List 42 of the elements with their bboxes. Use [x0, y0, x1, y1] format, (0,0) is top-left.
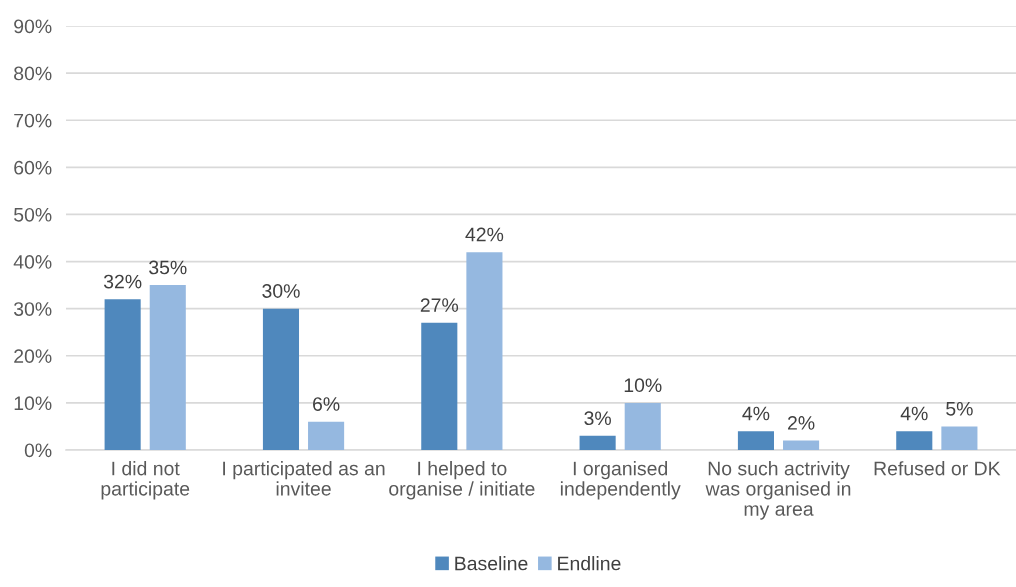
data-label: 30% — [262, 284, 300, 298]
data-label: 32% — [103, 274, 142, 289]
x-tick-label: Refused or DK — [874, 461, 1001, 476]
bar — [579, 435, 616, 450]
bar — [466, 252, 503, 450]
y-tick-label: 70% — [14, 113, 52, 128]
y-tick-label: 0% — [24, 443, 52, 458]
data-label: 42% — [465, 227, 504, 242]
bar — [941, 426, 978, 450]
y-tick-label: 40% — [13, 255, 52, 269]
bar — [421, 322, 458, 450]
data-label: 4% — [900, 406, 928, 421]
data-label: 4% — [742, 406, 770, 421]
x-tick-label: I helped to organise / initiate — [389, 461, 535, 500]
x-tick-label: I organised independently — [560, 461, 681, 500]
bar — [104, 299, 141, 450]
data-label: 10% — [624, 378, 662, 393]
bar — [896, 431, 933, 450]
bar — [783, 440, 820, 450]
x-tick-label: I did not participate — [101, 461, 190, 500]
y-tick-label: 20% — [14, 349, 52, 364]
legend-label: Baseline — [455, 556, 528, 571]
x-tick-label: I participated as an invitee — [223, 461, 385, 496]
bar — [262, 308, 300, 450]
legend-label: Endline — [558, 556, 621, 571]
y-tick-label: 60% — [14, 160, 52, 175]
data-label: 27% — [420, 298, 459, 312]
data-label: 5% — [946, 401, 973, 416]
y-tick-label: 50% — [14, 207, 52, 222]
bar — [737, 431, 774, 450]
bar — [149, 285, 186, 450]
data-label: 3% — [584, 411, 611, 426]
y-tick-label: 80% — [14, 66, 52, 81]
y-tick-label: 90% — [14, 19, 52, 34]
y-tick-label: 10% — [14, 396, 52, 411]
data-label: 6% — [313, 397, 340, 411]
y-tick-label: 30% — [13, 302, 52, 316]
x-tick-label: No such actrivity was organised in my area — [705, 461, 851, 520]
data-label: 35% — [149, 260, 187, 275]
bar — [308, 421, 345, 450]
bar — [624, 402, 661, 450]
data-label: 2% — [788, 416, 815, 430]
